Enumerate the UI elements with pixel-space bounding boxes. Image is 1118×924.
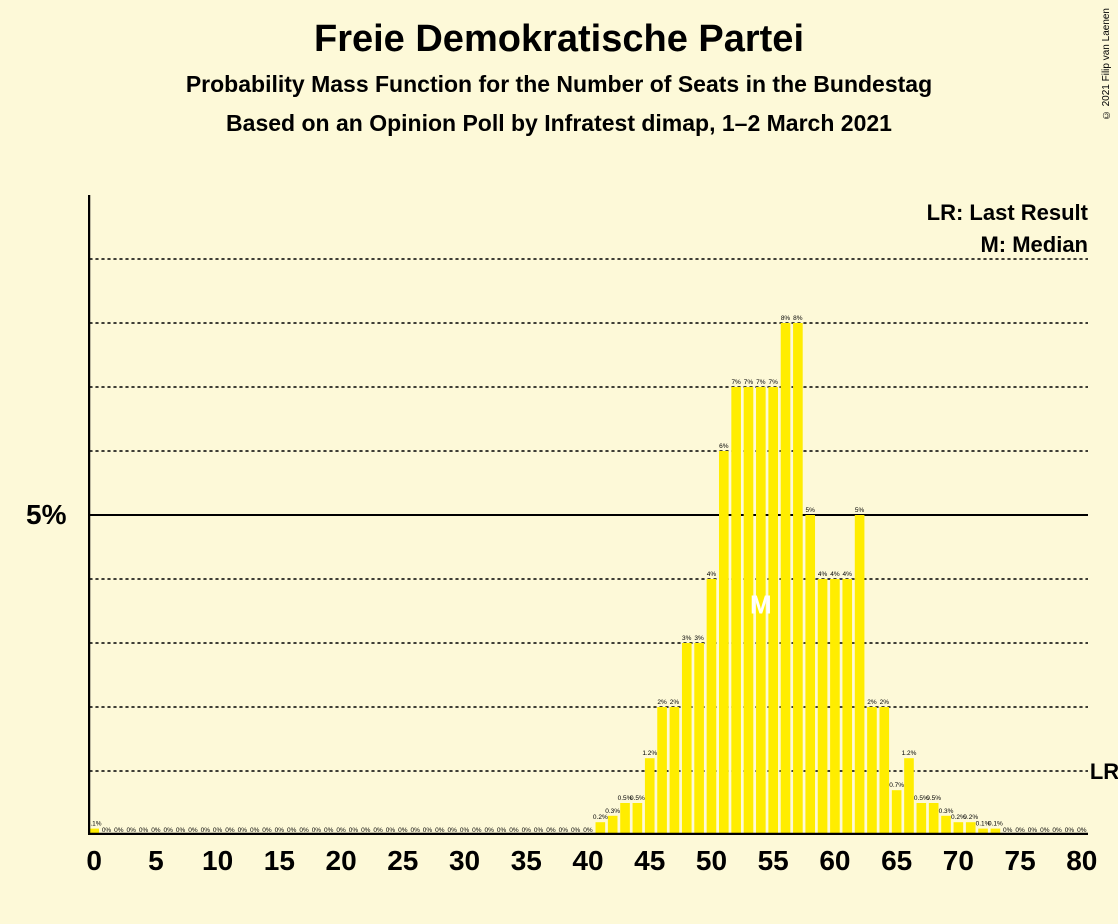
svg-text:7%: 7% <box>744 379 754 386</box>
chart-subtitle-1: Probability Mass Function for the Number… <box>0 71 1118 98</box>
svg-text:7%: 7% <box>731 379 741 386</box>
x-tick-label: 20 <box>326 845 357 877</box>
x-tick-label: 45 <box>634 845 665 877</box>
x-tick-label: 75 <box>1005 845 1036 877</box>
x-tick-label: 55 <box>758 845 789 877</box>
svg-text:4%: 4% <box>707 571 717 578</box>
chart-title: Freie Demokratische Partei <box>0 18 1118 61</box>
x-tick-label: 40 <box>572 845 603 877</box>
y-axis-label: 5% <box>26 499 66 531</box>
svg-text:4%: 4% <box>818 571 828 578</box>
svg-text:0.5%: 0.5% <box>926 795 941 802</box>
svg-text:0.1%: 0.1% <box>988 821 1003 828</box>
svg-text:8%: 8% <box>793 315 803 322</box>
svg-text:7%: 7% <box>756 379 766 386</box>
svg-text:4%: 4% <box>830 571 840 578</box>
svg-text:6%: 6% <box>719 443 729 450</box>
svg-text:2%: 2% <box>670 699 680 706</box>
svg-text:8%: 8% <box>781 315 791 322</box>
copyright-text: © 2021 Filip van Laenen <box>1101 8 1112 120</box>
svg-text:5%: 5% <box>855 507 865 514</box>
x-tick-label: 60 <box>819 845 850 877</box>
x-axis-labels: 05101520253035404550556065707580 <box>88 845 1088 885</box>
svg-text:1.2%: 1.2% <box>902 750 917 757</box>
x-tick-label: 30 <box>449 845 480 877</box>
x-tick-label: 10 <box>202 845 233 877</box>
svg-text:2%: 2% <box>867 699 877 706</box>
svg-text:0.5%: 0.5% <box>630 795 645 802</box>
svg-text:0.2%: 0.2% <box>593 814 608 821</box>
bar-chart: 0.1%0%0%0%0%0%0%0%0%0%0%0%0%0%0%0%0%0%0%… <box>88 195 1088 835</box>
x-tick-label: 80 <box>1066 845 1097 877</box>
x-tick-label: 0 <box>86 845 102 877</box>
x-tick-label: 50 <box>696 845 727 877</box>
x-tick-label: 25 <box>387 845 418 877</box>
chart-subtitle-2: Based on an Opinion Poll by Infratest di… <box>0 110 1118 137</box>
x-tick-label: 65 <box>881 845 912 877</box>
x-tick-label: 15 <box>264 845 295 877</box>
svg-text:0.7%: 0.7% <box>889 782 904 789</box>
chart-area: 0.1%0%0%0%0%0%0%0%0%0%0%0%0%0%0%0%0%0%0%… <box>88 195 1088 835</box>
svg-text:2%: 2% <box>657 699 667 706</box>
svg-text:3%: 3% <box>682 635 692 642</box>
title-block: Freie Demokratische Partei Probability M… <box>0 0 1118 137</box>
svg-text:2%: 2% <box>880 699 890 706</box>
svg-text:0.3%: 0.3% <box>605 808 620 815</box>
x-tick-label: 35 <box>511 845 542 877</box>
svg-text:7%: 7% <box>768 379 778 386</box>
last-result-marker: LR <box>1090 759 1118 785</box>
svg-text:3%: 3% <box>694 635 704 642</box>
svg-text:4%: 4% <box>843 571 853 578</box>
x-tick-label: 70 <box>943 845 974 877</box>
x-tick-label: 5 <box>148 845 164 877</box>
svg-text:1.2%: 1.2% <box>642 750 657 757</box>
svg-text:5%: 5% <box>806 507 816 514</box>
